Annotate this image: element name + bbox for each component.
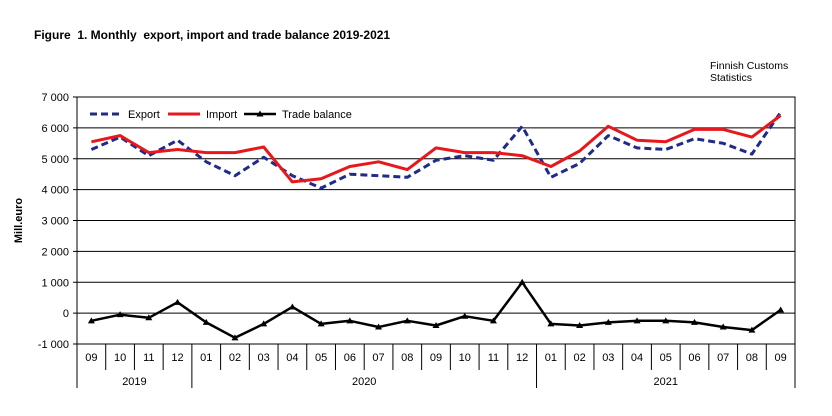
data-point (346, 317, 354, 324)
x-tick-label: 04 (631, 352, 643, 364)
data-point (576, 321, 584, 328)
x-tick-label: 11 (143, 352, 154, 364)
data-point (748, 326, 756, 333)
x-tick-label: 05 (660, 352, 672, 364)
x-tick-label: 08 (401, 352, 413, 364)
source-line-1: Finnish Customs (710, 60, 789, 72)
y-tick-label: 2 000 (41, 246, 69, 258)
data-point (518, 278, 526, 285)
data-point (288, 303, 296, 310)
y-tick-label: 4 000 (41, 185, 69, 197)
y-tick-label: 1 000 (41, 277, 69, 289)
data-point (432, 321, 440, 328)
y-tick-label: 6 000 (41, 123, 69, 135)
data-point (604, 318, 612, 325)
data-point (145, 314, 153, 321)
data-point (87, 317, 95, 324)
data-point (690, 318, 698, 325)
x-tick-label: 06 (688, 352, 700, 364)
x-tick-label: 12 (171, 352, 183, 364)
data-point (231, 334, 239, 341)
figure-title: Figure 1. Monthly export, import and tra… (34, 28, 391, 42)
data-point (777, 306, 785, 313)
legend-marker (256, 110, 264, 117)
data-point (719, 323, 727, 330)
x-tick-label: 01 (545, 352, 557, 364)
x-tick-label: 10 (114, 352, 126, 364)
data-point (662, 317, 670, 324)
series-line-trade-balance (91, 281, 782, 340)
x-tick-label: 02 (573, 352, 585, 364)
data-point (461, 312, 469, 319)
x-tick-label: 09 (430, 352, 442, 364)
plot-frame (76, 96, 796, 345)
source-note: Finnish Customs Statistics (710, 60, 820, 84)
data-point (375, 323, 383, 330)
data-point (633, 317, 641, 324)
x-tick-label: 03 (258, 352, 270, 364)
year-label: 2019 (122, 376, 146, 388)
year-label: 2020 (352, 376, 376, 388)
x-tick-label: 06 (344, 352, 356, 364)
x-tick-label: 11 (488, 352, 499, 364)
x-tick-label: 02 (229, 352, 241, 364)
x-tick-label: 07 (372, 352, 384, 364)
year-label: 2021 (654, 376, 678, 388)
x-tick-label: 09 (775, 352, 787, 364)
legend-label: Trade balance (282, 109, 352, 121)
data-point (116, 311, 124, 318)
source-line-2: Statistics (710, 72, 753, 84)
data-point (317, 320, 325, 327)
x-tick-label: 04 (286, 352, 298, 364)
y-tick-label: 0 (63, 308, 69, 320)
legend-label: Export (128, 109, 160, 121)
data-point (547, 320, 555, 327)
y-tick-label: 3 000 (41, 216, 69, 228)
y-axis-label: Mill.euro (13, 198, 25, 244)
legend-label: Import (206, 109, 237, 121)
x-tick-label: 07 (717, 352, 729, 364)
x-tick-label: 08 (746, 352, 758, 364)
series-line-export (90, 111, 782, 190)
x-tick-label: 03 (602, 352, 614, 364)
y-tick-label: 5 000 (41, 154, 69, 166)
y-tick-label: -1 000 (38, 339, 69, 351)
x-tick-label: 09 (85, 352, 97, 364)
data-point (403, 317, 411, 324)
data-point (260, 320, 268, 327)
y-tick-label: 7 000 (41, 92, 69, 104)
x-tick-label: 01 (200, 352, 212, 364)
x-tick-label: 12 (516, 352, 528, 364)
series-line-import (91, 114, 782, 184)
data-point (174, 298, 182, 305)
x-tick-label: 10 (459, 352, 471, 364)
data-point (489, 317, 497, 324)
data-point (202, 318, 210, 325)
x-tick-label: 05 (315, 352, 327, 364)
